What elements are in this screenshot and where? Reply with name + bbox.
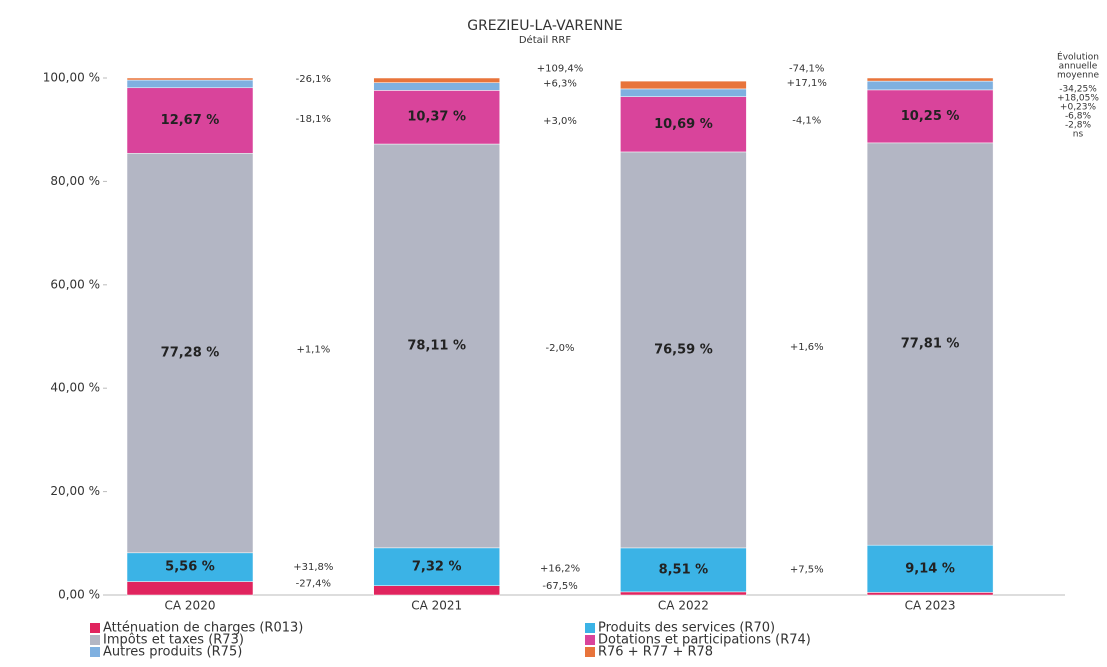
value-label: 77,28 % <box>161 346 220 361</box>
bar-segment <box>126 581 254 596</box>
evolution-label: -26,1% <box>296 74 331 85</box>
bar-segment <box>373 77 500 83</box>
value-label: 5,56 % <box>165 560 215 575</box>
legend-label: Autres produits (R75) <box>103 645 242 660</box>
value-label: 78,11 % <box>407 338 466 353</box>
bar-segment <box>373 143 500 549</box>
y-tick-label: 60,00 % <box>50 277 100 291</box>
bar-segment <box>866 80 994 91</box>
evolution-label: +7,5% <box>790 564 824 575</box>
evolution-label: +1,6% <box>790 342 824 353</box>
value-label: 10,69 % <box>654 117 713 132</box>
bar-segment <box>373 585 500 596</box>
legend-swatch <box>585 635 595 645</box>
evolution-label: +109,4% <box>537 64 584 75</box>
bar-segment <box>620 96 747 153</box>
x-tick-label: CA 2023 <box>905 599 956 613</box>
bar-segment <box>620 151 747 549</box>
bar-segment <box>126 79 254 89</box>
evolution-label: -74,1% <box>789 63 824 74</box>
legend-swatch <box>585 623 595 633</box>
evolution-label: +31,8% <box>293 562 333 573</box>
value-label: 76,59 % <box>654 342 713 357</box>
x-tick-label: CA 2021 <box>411 599 462 613</box>
average-label: +18,05% <box>1057 94 1099 104</box>
evolution-label: +3,0% <box>543 116 577 127</box>
average-label: -2,8% <box>1065 121 1092 131</box>
legend-label: Dotations et participations (R74) <box>598 633 811 648</box>
average-label: -6,8% <box>1065 112 1092 122</box>
bar-segment <box>373 82 500 91</box>
value-label: 10,37 % <box>407 110 466 125</box>
y-tick-label: 20,00 % <box>50 484 100 498</box>
evolution-label: +1,1% <box>296 344 330 355</box>
evolution-label: -18,1% <box>296 114 331 125</box>
average-title: moyenne <box>1057 71 1100 81</box>
y-tick-label: 100,00 % <box>43 71 100 85</box>
bar-segment <box>126 77 254 81</box>
legend-swatch <box>585 647 595 657</box>
bar-segment <box>866 544 994 593</box>
evolution-label: +6,3% <box>543 79 577 90</box>
legend-label: Atténuation de charges (R013) <box>103 621 303 636</box>
evolution-label: +17,1% <box>787 78 827 89</box>
legend-swatch <box>90 647 100 657</box>
evolution-label: -27,4% <box>296 578 331 589</box>
legend-swatch <box>90 623 100 633</box>
average-title: Évolution <box>1057 51 1099 63</box>
value-label: 10,25 % <box>901 109 960 124</box>
chart-subtitle: Détail RRF <box>519 34 572 46</box>
value-label: 12,67 % <box>161 113 220 128</box>
value-label: 7,32 % <box>412 559 462 574</box>
legend-label: Produits des services (R70) <box>598 621 775 636</box>
y-tick-label: 40,00 % <box>50 381 100 395</box>
chart-title: GREZIEU-LA-VARENNE <box>467 18 623 34</box>
bar-segment <box>866 592 994 596</box>
bar-segment <box>866 89 994 144</box>
evolution-label: +16,2% <box>540 563 580 574</box>
bar-segment <box>620 88 747 97</box>
bar-segment <box>620 591 747 596</box>
bar-segment <box>373 547 500 586</box>
legend-label: Impôts et taxes (R73) <box>103 633 244 648</box>
bar-segment <box>620 547 747 593</box>
value-label: 8,51 % <box>659 562 709 577</box>
average-title: annuelle <box>1059 62 1098 72</box>
average-label: -34,25% <box>1059 85 1097 95</box>
evolution-label: -4,1% <box>792 115 821 126</box>
bar-segment <box>126 153 254 554</box>
legend-swatch <box>90 635 100 645</box>
evolution-label: -67,5% <box>542 581 577 592</box>
legend-label: R76 + R77 + R78 <box>598 645 713 660</box>
bar-segment <box>866 77 994 82</box>
evolution-label: -2,0% <box>546 343 575 354</box>
bar-segment <box>126 87 254 154</box>
bar-segment <box>866 142 994 546</box>
value-label: 9,14 % <box>905 561 955 576</box>
average-label: ns <box>1073 130 1084 140</box>
x-tick-label: CA 2022 <box>658 599 709 613</box>
bar-segment <box>620 80 747 90</box>
value-label: 77,81 % <box>901 337 960 352</box>
y-tick-label: 0,00 % <box>58 588 100 602</box>
bar-segment <box>373 90 500 145</box>
average-label: +0,23% <box>1060 103 1097 113</box>
bar-segment <box>126 552 254 582</box>
y-tick-label: 80,00 % <box>50 174 100 188</box>
x-tick-label: CA 2020 <box>165 599 216 613</box>
